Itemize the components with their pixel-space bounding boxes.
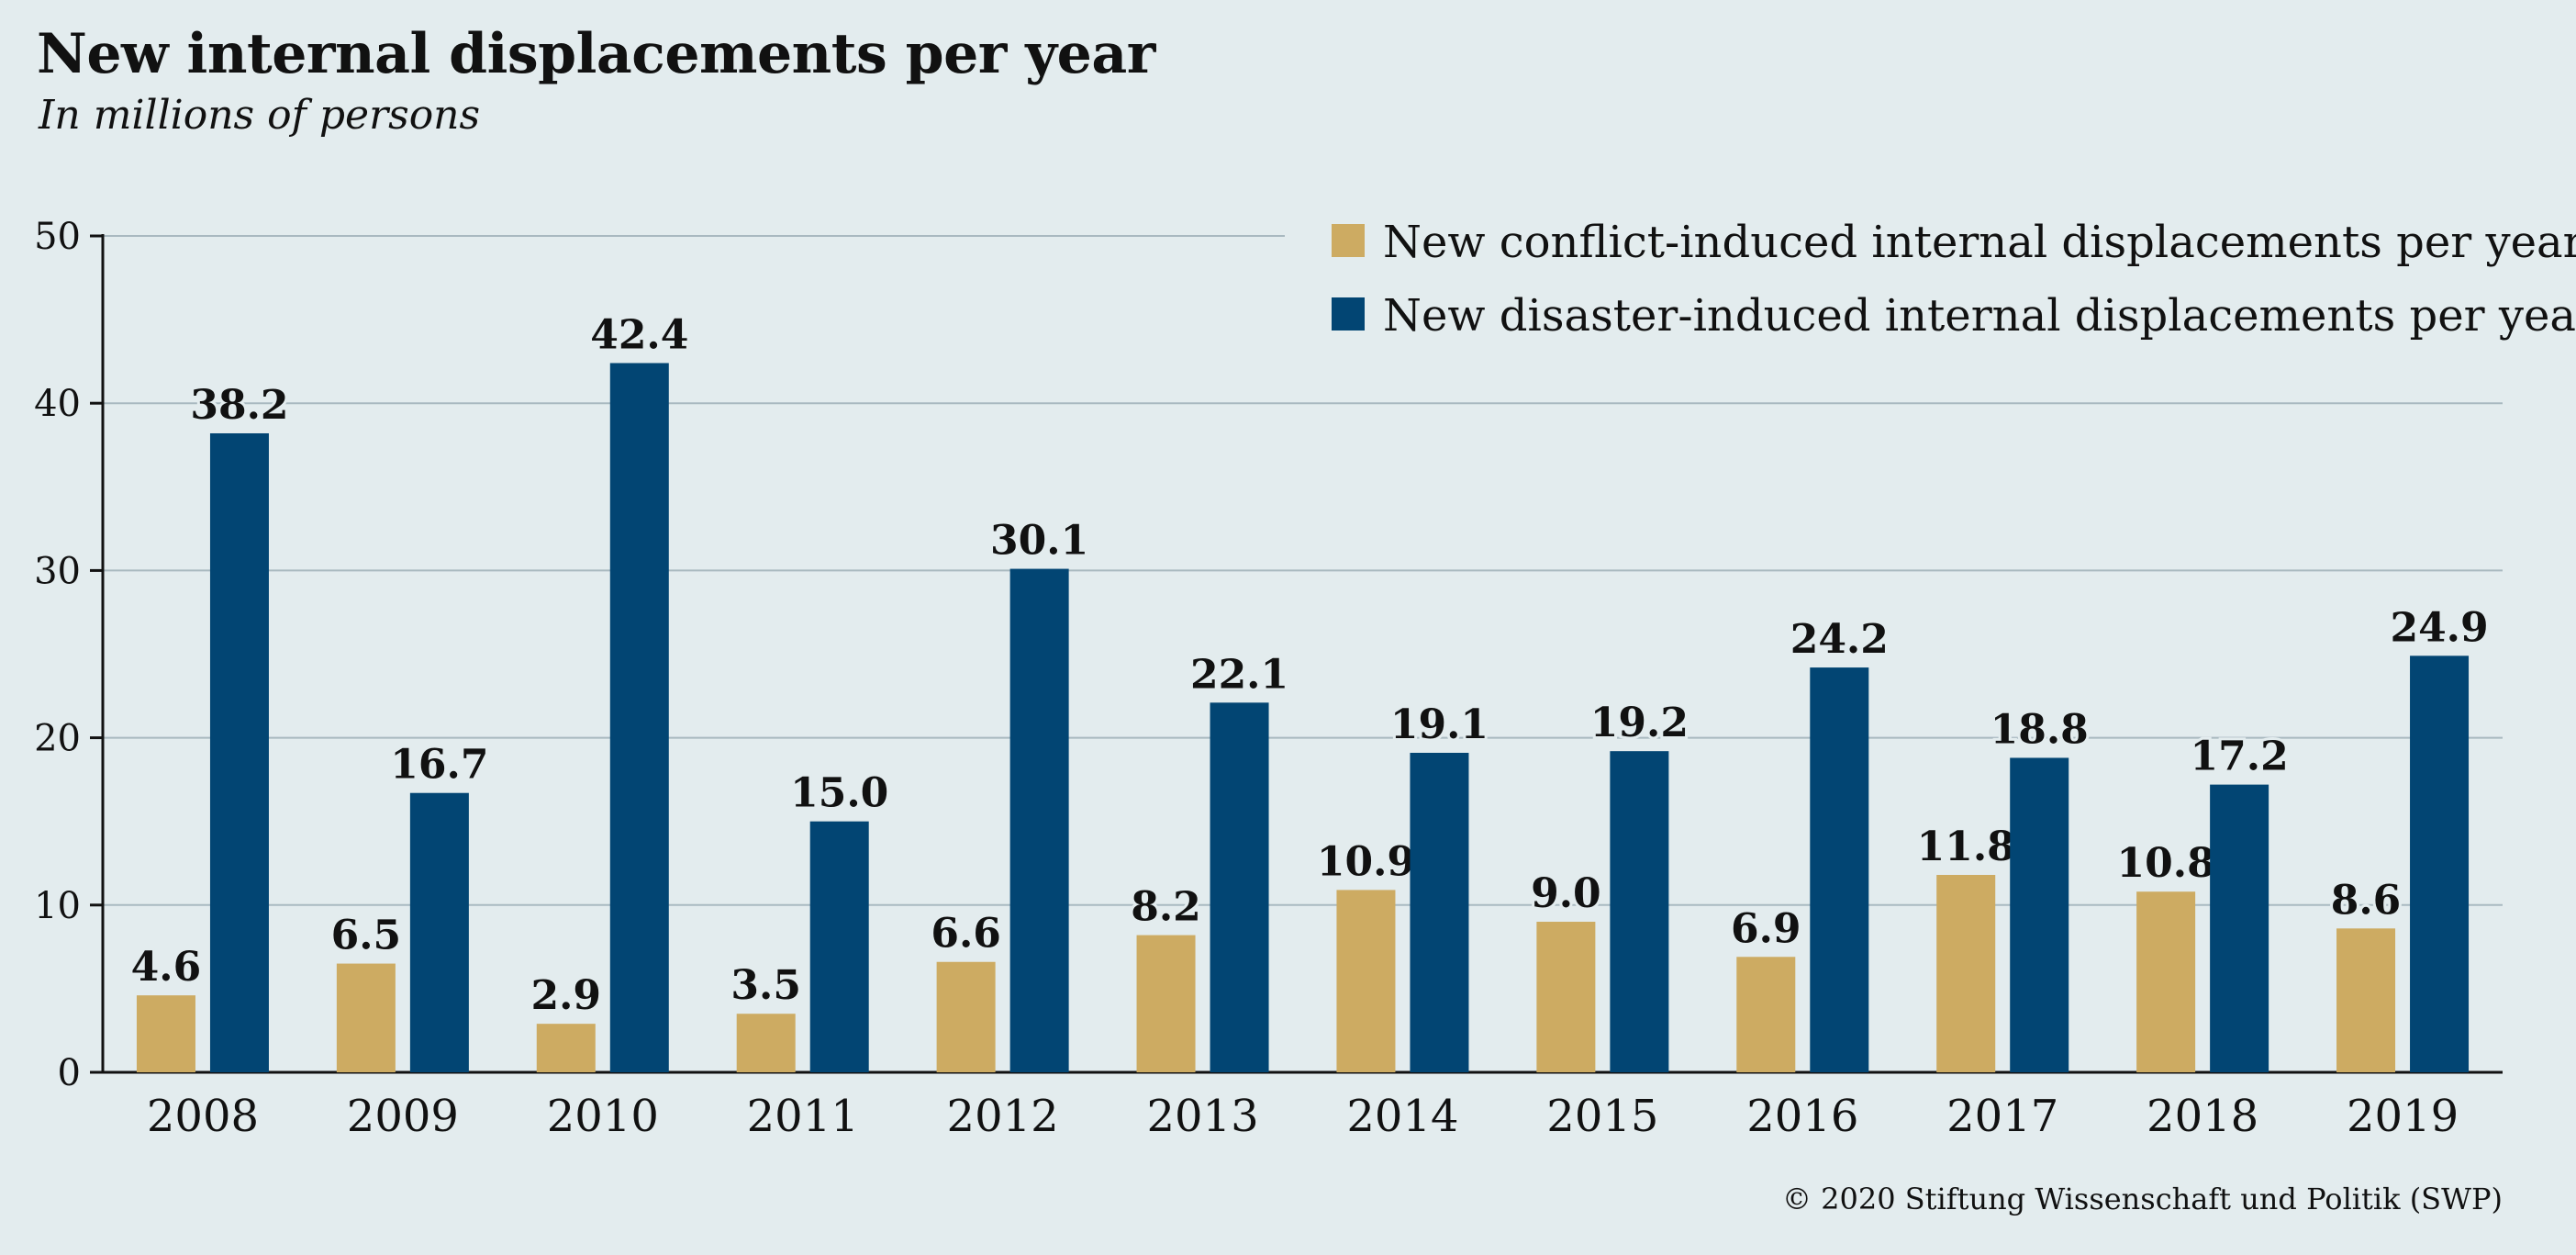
data-label: 6.9 [1731,905,1801,952]
bar-conflict [936,961,996,1072]
x-tick-label: 2015 [1546,1091,1658,1142]
legend-label: New conflict-induced internal displaceme… [1383,217,2576,268]
legend-label: New disaster-induced internal displaceme… [1383,290,2576,342]
bar-disaster [209,432,269,1073]
legend-swatch [1332,224,1365,257]
bar-disaster [1610,751,1669,1072]
bar-disaster [1410,752,1469,1072]
bar-disaster [409,792,469,1072]
data-label: 11.8 [1917,824,2015,870]
bar-conflict [1736,957,1796,1072]
x-tick-label: 2016 [1746,1091,1858,1142]
x-tick-label: 2019 [2347,1091,2459,1142]
bar-conflict [1136,935,1196,1072]
data-label: 4.6 [131,944,202,991]
x-tick-label: 2009 [347,1091,459,1142]
x-tick-label: 2012 [947,1091,1059,1142]
bar-conflict [1536,922,1596,1072]
data-label: 6.6 [931,911,1001,958]
bar-disaster [2210,784,2269,1072]
source-credit: © 2020 Stiftung Wissenschaft und Politik… [1781,1182,2503,1216]
data-label: 38.2 [190,382,288,429]
x-tick-label: 2017 [1946,1091,2058,1142]
data-label: 16.7 [390,742,488,789]
data-label: 2.9 [531,972,602,1019]
chart-subtitle: In millions of persons [39,92,481,139]
bar-conflict [736,1014,796,1072]
data-label: 8.6 [2331,877,2402,924]
bar-conflict [2136,891,2196,1072]
y-tick-label: 10 [34,885,81,927]
bar-disaster [1210,702,1269,1072]
data-label: 22.1 [1190,651,1288,698]
bar-conflict [1936,875,1996,1072]
bar-disaster [609,363,669,1072]
bar-conflict [2336,928,2396,1072]
x-tick-label: 2018 [2147,1091,2258,1142]
bar-disaster [1009,568,1069,1072]
data-label: 10.9 [1317,838,1415,885]
y-tick-label: 0 [58,1052,81,1094]
legend-swatch [1332,297,1365,331]
y-tick-label: 40 [34,383,81,425]
bar-disaster [1810,667,1869,1072]
data-label: 24.2 [1790,616,1889,663]
y-tick-label: 20 [34,718,81,760]
x-tick-label: 2011 [747,1091,859,1142]
bar-conflict [136,995,195,1072]
y-tick-label: 30 [34,550,81,592]
x-tick-label: 2010 [547,1091,659,1142]
data-label: 19.1 [1390,701,1489,748]
data-label: 42.4 [590,311,688,358]
x-tick-label: 2013 [1146,1091,1258,1142]
data-label: 3.5 [730,962,801,1009]
data-label: 15.0 [790,770,888,817]
bar-disaster [2410,656,2470,1072]
bar-conflict [536,1024,596,1072]
bar-conflict [336,963,396,1072]
data-label: 6.5 [331,913,402,959]
chart-title: New internal displacements per year [37,22,1155,86]
bar-conflict [1336,890,1396,1072]
data-label: 8.2 [1131,884,1201,931]
bar-disaster [2010,757,2069,1072]
data-label: 18.8 [1991,706,2089,753]
data-label: 17.2 [2191,734,2289,780]
y-tick-label: 50 [34,216,81,258]
bar-disaster [809,821,869,1072]
data-label: 30.1 [990,518,1088,565]
data-label: 10.8 [2117,840,2215,887]
x-tick-label: 2008 [147,1091,259,1142]
data-label: 9.0 [1531,870,1601,917]
data-label: 19.2 [1590,700,1689,746]
data-label: 24.9 [2390,604,2488,651]
x-tick-label: 2014 [1346,1091,1458,1142]
